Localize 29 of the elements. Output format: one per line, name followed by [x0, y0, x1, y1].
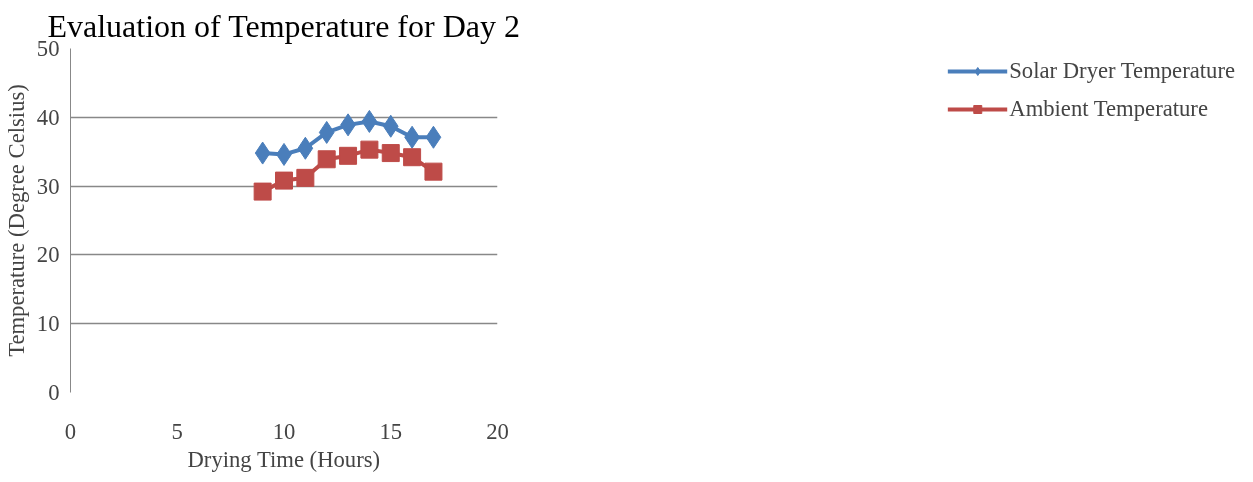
legend-label: Solar Dryer Temperature [1009, 58, 1235, 84]
legend-label: Ambient Temperature [1009, 96, 1208, 122]
point [317, 150, 336, 169]
point [424, 162, 443, 181]
point [318, 120, 335, 144]
x-tick-label: 20 [486, 418, 509, 444]
y-tick-label: 0 [48, 380, 60, 405]
point [403, 148, 422, 167]
point [296, 168, 315, 187]
y-tick-label: 20 [36, 242, 60, 268]
point [339, 146, 358, 165]
x-tick-label: 10 [272, 418, 296, 444]
point [297, 136, 314, 160]
point [425, 125, 442, 149]
x-tick-label: 15 [379, 418, 403, 444]
x-tick-label: 5 [171, 418, 183, 444]
y-tick-label: 40 [36, 104, 60, 130]
point [253, 182, 272, 201]
x-axis-title: Drying Time (Hours) [187, 446, 381, 472]
x-tick-label: 0 [64, 418, 77, 444]
y-tick-label: 10 [36, 311, 60, 337]
point [361, 109, 378, 133]
point [381, 144, 400, 163]
point [254, 141, 271, 165]
y-tick-label: 30 [36, 173, 60, 199]
y-axis-title: Temperature (Degree Celsius) [3, 84, 29, 357]
point [360, 140, 379, 159]
point [382, 114, 399, 138]
point [275, 171, 293, 190]
